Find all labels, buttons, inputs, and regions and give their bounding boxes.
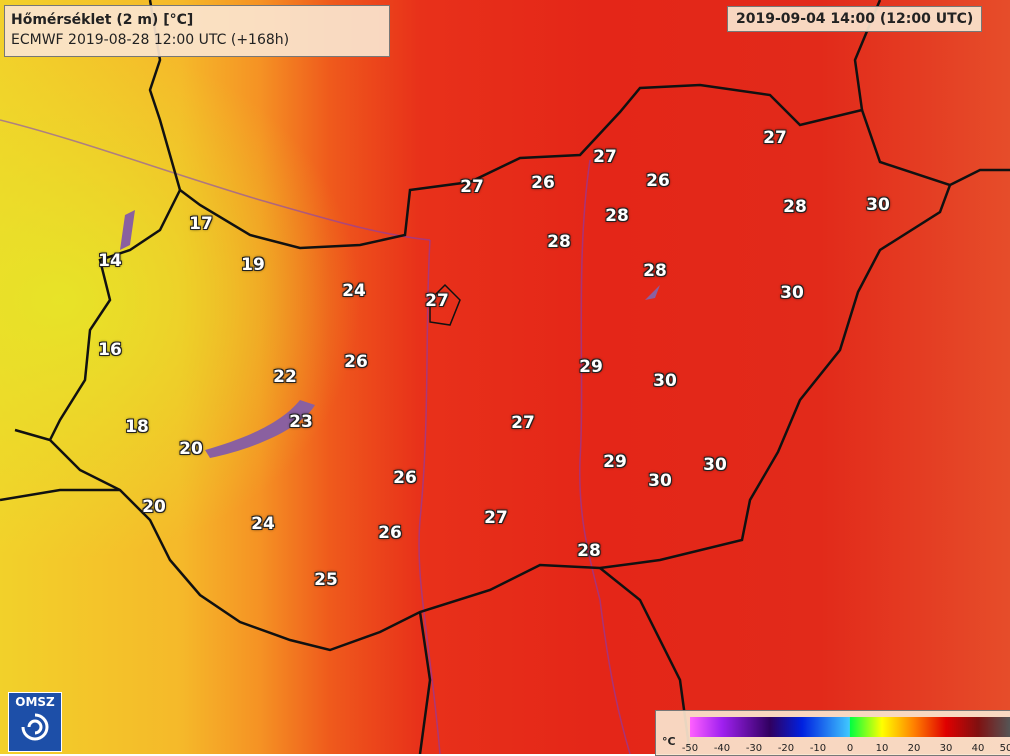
temp-label: 28 — [605, 206, 629, 226]
model-run: ECMWF 2019-08-28 12:00 UTC (+168h) — [11, 32, 290, 48]
temp-label: 30 — [648, 471, 672, 491]
logo-text: OMSZ — [15, 695, 55, 709]
temp-label: 20 — [142, 497, 166, 517]
temp-label: 28 — [547, 232, 571, 252]
temp-label: 20 — [179, 439, 203, 459]
temp-label: 27 — [460, 177, 484, 197]
legend-tick: 0 — [846, 743, 854, 754]
temp-label: 14 — [98, 251, 122, 271]
temp-label: 30 — [780, 283, 804, 303]
temp-label: 17 — [189, 214, 213, 234]
omsz-logo: OMSZ — [8, 692, 62, 752]
colorbar — [690, 717, 1010, 737]
temp-label: 28 — [577, 541, 601, 561]
temp-label: 29 — [603, 452, 627, 472]
temp-label: 24 — [342, 281, 366, 301]
legend-unit: °C — [662, 735, 676, 748]
lake-tisza — [645, 285, 660, 300]
lake-neusiedl — [120, 210, 135, 250]
temp-label: 26 — [646, 171, 670, 191]
temp-label: 19 — [241, 255, 265, 275]
map-title: Hőmérséklet (2 m) [°C] — [11, 12, 194, 28]
legend-tick: -40 — [713, 743, 731, 754]
cyclone-icon — [21, 713, 49, 741]
temp-label: 29 — [579, 357, 603, 377]
temp-label: 22 — [273, 367, 297, 387]
legend-tick: -30 — [745, 743, 763, 754]
temp-label: 16 — [98, 340, 122, 360]
temp-label: 27 — [484, 508, 508, 528]
temp-label: 30 — [703, 455, 727, 475]
temp-label: 28 — [783, 197, 807, 217]
temp-label: 27 — [763, 128, 787, 148]
temp-label: 30 — [866, 195, 890, 215]
valid-time: 2019-09-04 14:00 (12:00 UTC) — [727, 6, 983, 32]
legend-tick: -50 — [681, 743, 699, 754]
temp-label: 26 — [378, 523, 402, 543]
temp-label: 27 — [425, 291, 449, 311]
title-box: Hőmérséklet (2 m) [°C] ECMWF 2019-08-28 … — [4, 5, 390, 57]
legend-tick: 40 — [971, 743, 985, 754]
legend-tick: -20 — [777, 743, 795, 754]
temp-label: 24 — [251, 514, 275, 534]
temp-label: 26 — [393, 468, 417, 488]
temp-label: 25 — [314, 570, 338, 590]
temp-label: 28 — [643, 261, 667, 281]
legend-tick: 50 — [999, 743, 1010, 754]
temp-label: 27 — [511, 413, 535, 433]
lake-balaton — [205, 400, 315, 458]
legend-tick: 10 — [875, 743, 889, 754]
rivers — [0, 119, 631, 754]
legend-tick: 30 — [939, 743, 953, 754]
legend-tick: 20 — [907, 743, 921, 754]
temp-label: 26 — [531, 173, 555, 193]
legend-tick: -10 — [809, 743, 827, 754]
color-legend: °C -50 -40 -30 -20 -10 0 10 20 30 40 50 — [655, 710, 1010, 756]
temp-label: 26 — [344, 352, 368, 372]
temp-label: 23 — [289, 412, 313, 432]
temp-label: 18 — [125, 417, 149, 437]
temp-label: 27 — [593, 147, 617, 167]
temp-label: 30 — [653, 371, 677, 391]
